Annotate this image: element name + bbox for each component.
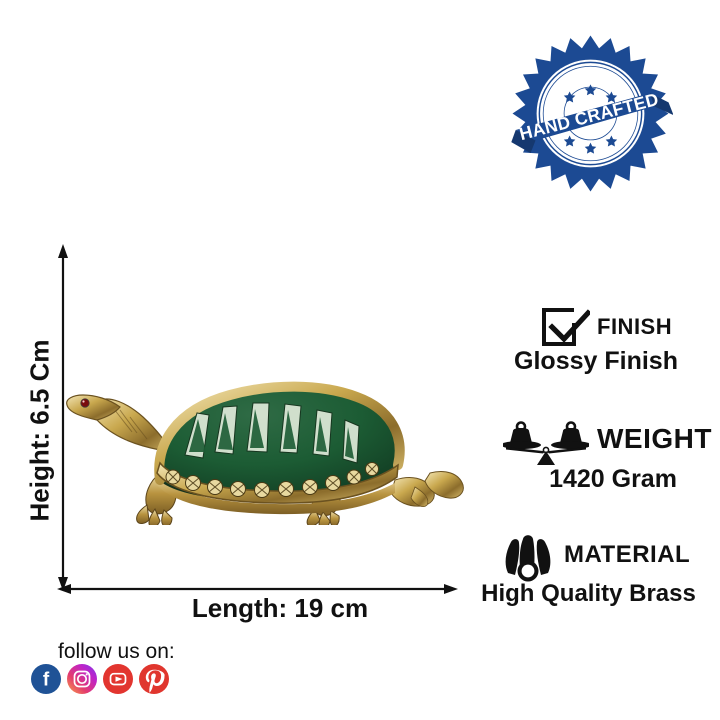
svg-text:f: f xyxy=(43,670,50,691)
